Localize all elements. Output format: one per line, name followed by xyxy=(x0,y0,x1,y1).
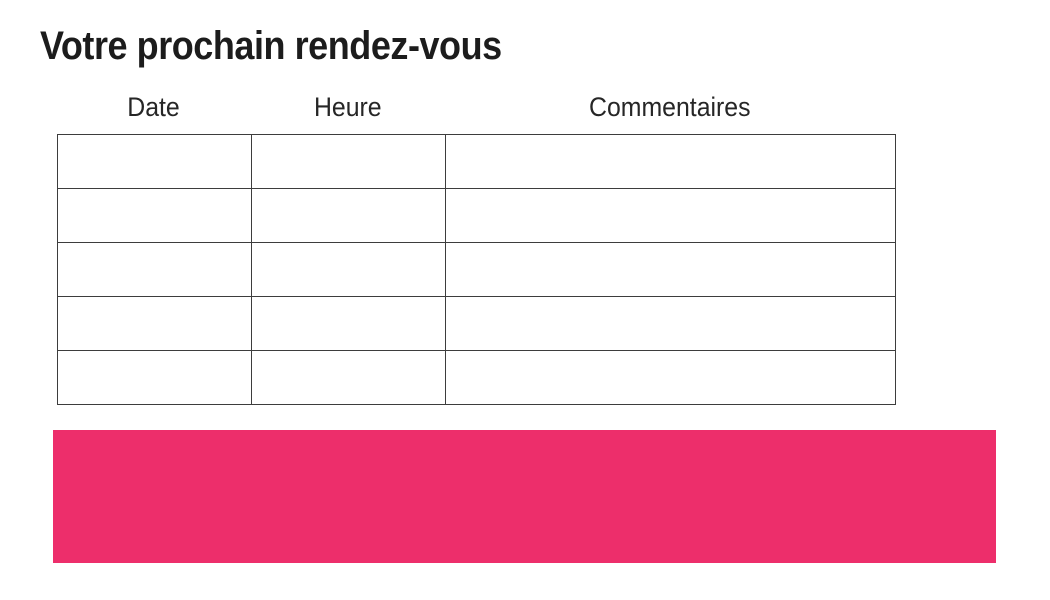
cell-heure xyxy=(251,350,446,405)
cell-commentaires xyxy=(445,350,896,405)
cell-date xyxy=(57,350,252,405)
cell-heure xyxy=(251,242,446,297)
cell-heure xyxy=(251,296,446,351)
table-row xyxy=(57,134,896,189)
table-row xyxy=(57,242,896,297)
table-header-row: Date Heure Commentaires xyxy=(57,92,895,123)
appointments-table xyxy=(57,134,896,405)
cell-commentaires xyxy=(445,242,896,297)
column-header-date: Date xyxy=(127,92,181,122)
page-title-text: Votre prochain rendez-vous xyxy=(40,24,502,68)
table-row xyxy=(57,296,896,351)
table-row xyxy=(57,188,896,243)
cell-commentaires xyxy=(445,188,896,243)
table-row xyxy=(57,350,896,405)
pink-banner xyxy=(53,430,996,563)
cell-date xyxy=(57,188,252,243)
cell-heure xyxy=(251,188,446,243)
cell-commentaires xyxy=(445,134,896,189)
cell-date xyxy=(57,242,252,297)
column-header-commentaires: Commentaires xyxy=(589,92,751,122)
cell-date xyxy=(57,296,252,351)
cell-commentaires xyxy=(445,296,896,351)
cell-date xyxy=(57,134,252,189)
cell-heure xyxy=(251,134,446,189)
column-header-heure: Heure xyxy=(314,92,382,122)
page-title: Votre prochain rendez-vous xyxy=(40,24,553,69)
